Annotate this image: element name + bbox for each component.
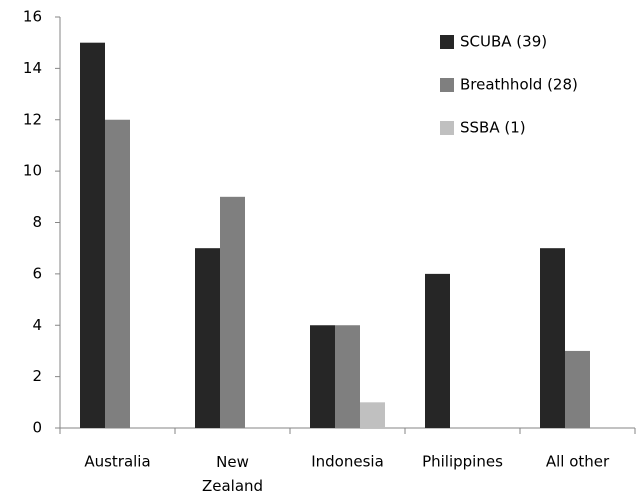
y-tick-label: 16 xyxy=(23,8,42,26)
x-tick-label: Indonesia xyxy=(311,453,384,471)
bar xyxy=(360,402,385,428)
y-tick-label: 12 xyxy=(23,110,42,128)
bar xyxy=(425,273,450,428)
legend-swatch xyxy=(440,78,454,92)
legend-label: Breathhold (28) xyxy=(460,76,578,94)
legend-swatch xyxy=(440,35,454,49)
y-tick-label: 2 xyxy=(32,367,42,385)
bar xyxy=(335,325,360,428)
x-tick-label: New Zealand xyxy=(202,453,263,495)
x-tick-label: All other xyxy=(546,453,610,471)
legend-label: SSBA (1) xyxy=(460,119,526,137)
y-tick-label: 0 xyxy=(32,419,42,437)
bar xyxy=(195,248,220,428)
x-tick-label: Philippines xyxy=(422,453,503,471)
y-tick-label: 8 xyxy=(32,213,42,231)
x-tick-label: Australia xyxy=(84,453,150,471)
bar xyxy=(540,248,565,428)
legend-label: SCUBA (39) xyxy=(460,33,547,51)
y-tick-label: 4 xyxy=(32,316,42,334)
y-tick-label: 6 xyxy=(32,264,42,282)
bar xyxy=(220,196,245,428)
y-tick-label: 10 xyxy=(23,162,42,180)
bar xyxy=(105,119,130,428)
bar xyxy=(80,42,105,428)
legend-swatch xyxy=(440,121,454,135)
bar xyxy=(310,325,335,428)
y-tick-label: 14 xyxy=(23,59,42,77)
bar xyxy=(565,350,590,428)
